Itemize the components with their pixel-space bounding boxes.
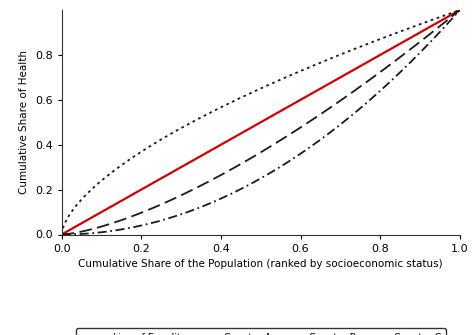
Legend: Line of Equality, Country A, Country B, Country C: Line of Equality, Country A, Country B, … (76, 328, 446, 335)
Y-axis label: Cumulative Share of Health: Cumulative Share of Health (19, 50, 29, 194)
X-axis label: Cumulative Share of the Population (ranked by socioeconomic status): Cumulative Share of the Population (rank… (78, 259, 443, 269)
